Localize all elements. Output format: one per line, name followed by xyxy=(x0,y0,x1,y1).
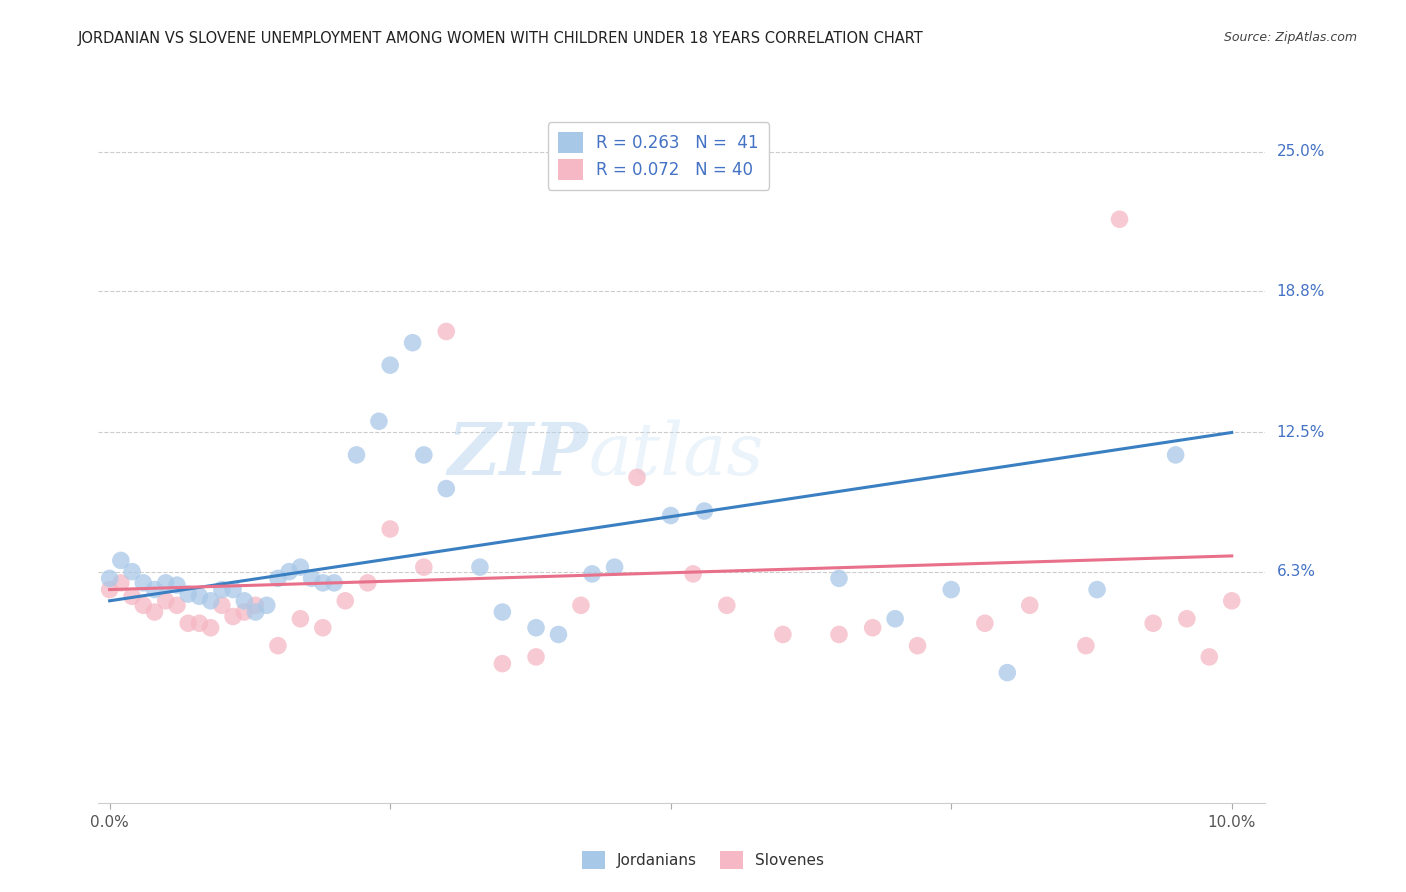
Point xyxy=(233,594,256,608)
Point xyxy=(290,560,312,574)
Point xyxy=(177,587,200,601)
Point xyxy=(121,565,143,579)
Point xyxy=(581,566,603,581)
Point xyxy=(290,612,312,626)
Point xyxy=(166,578,188,592)
Point xyxy=(166,599,188,613)
Text: JORDANIAN VS SLOVENE UNEMPLOYMENT AMONG WOMEN WITH CHILDREN UNDER 18 YEARS CORRE: JORDANIAN VS SLOVENE UNEMPLOYMENT AMONG … xyxy=(77,31,924,46)
Point xyxy=(368,414,391,428)
Point xyxy=(862,621,884,635)
Point xyxy=(547,627,569,641)
Point xyxy=(222,582,245,597)
Text: ZIP: ZIP xyxy=(447,419,589,491)
Point xyxy=(973,616,995,631)
Point xyxy=(312,621,335,635)
Point xyxy=(626,470,648,484)
Point xyxy=(267,571,290,585)
Point xyxy=(177,616,200,631)
Legend: Jordanians, Slovenes: Jordanians, Slovenes xyxy=(576,845,830,875)
Point xyxy=(245,599,267,613)
Point xyxy=(110,553,132,567)
Point xyxy=(267,639,290,653)
Point xyxy=(1198,649,1220,664)
Point xyxy=(941,582,963,597)
Point xyxy=(98,571,121,585)
Point xyxy=(200,594,222,608)
Text: 6.3%: 6.3% xyxy=(1277,564,1316,579)
Point xyxy=(1108,212,1130,227)
Point xyxy=(1220,594,1243,608)
Point xyxy=(412,448,434,462)
Point xyxy=(110,575,132,590)
Text: 18.8%: 18.8% xyxy=(1277,284,1324,299)
Point xyxy=(301,571,323,585)
Point xyxy=(346,448,368,462)
Point xyxy=(233,605,256,619)
Point xyxy=(468,560,491,574)
Point xyxy=(211,582,233,597)
Point xyxy=(491,657,513,671)
Point xyxy=(155,575,177,590)
Point xyxy=(380,358,402,372)
Point xyxy=(1164,448,1187,462)
Point xyxy=(121,590,143,604)
Point xyxy=(716,599,738,613)
Legend: R = 0.263   N =  41, R = 0.072   N = 40: R = 0.263 N = 41, R = 0.072 N = 40 xyxy=(548,122,769,190)
Point xyxy=(143,582,166,597)
Point xyxy=(256,599,278,613)
Point xyxy=(524,621,547,635)
Point xyxy=(1085,582,1108,597)
Point xyxy=(200,621,222,635)
Point xyxy=(434,325,457,339)
Point xyxy=(245,605,267,619)
Text: 25.0%: 25.0% xyxy=(1277,145,1324,160)
Point xyxy=(884,612,907,626)
Point xyxy=(188,616,211,631)
Point xyxy=(222,609,245,624)
Point xyxy=(682,566,704,581)
Point xyxy=(491,605,513,619)
Point xyxy=(211,599,233,613)
Point xyxy=(772,627,794,641)
Point xyxy=(380,522,402,536)
Point xyxy=(132,575,155,590)
Point xyxy=(312,575,335,590)
Point xyxy=(1074,639,1097,653)
Text: Source: ZipAtlas.com: Source: ZipAtlas.com xyxy=(1223,31,1357,45)
Text: 12.5%: 12.5% xyxy=(1277,425,1324,440)
Point xyxy=(98,582,121,597)
Point xyxy=(412,560,434,574)
Point xyxy=(995,665,1018,680)
Point xyxy=(907,639,929,653)
Point xyxy=(357,575,380,590)
Point xyxy=(569,599,592,613)
Point xyxy=(278,565,301,579)
Point xyxy=(401,335,423,350)
Point xyxy=(828,627,851,641)
Point xyxy=(659,508,682,523)
Point xyxy=(132,599,155,613)
Point xyxy=(828,571,851,585)
Point xyxy=(323,575,346,590)
Point xyxy=(155,594,177,608)
Point xyxy=(693,504,716,518)
Point xyxy=(1142,616,1164,631)
Point xyxy=(143,605,166,619)
Point xyxy=(335,594,357,608)
Point xyxy=(434,482,457,496)
Point xyxy=(524,649,547,664)
Point xyxy=(1018,599,1040,613)
Point xyxy=(188,590,211,604)
Point xyxy=(1175,612,1198,626)
Point xyxy=(603,560,626,574)
Text: atlas: atlas xyxy=(589,419,763,491)
